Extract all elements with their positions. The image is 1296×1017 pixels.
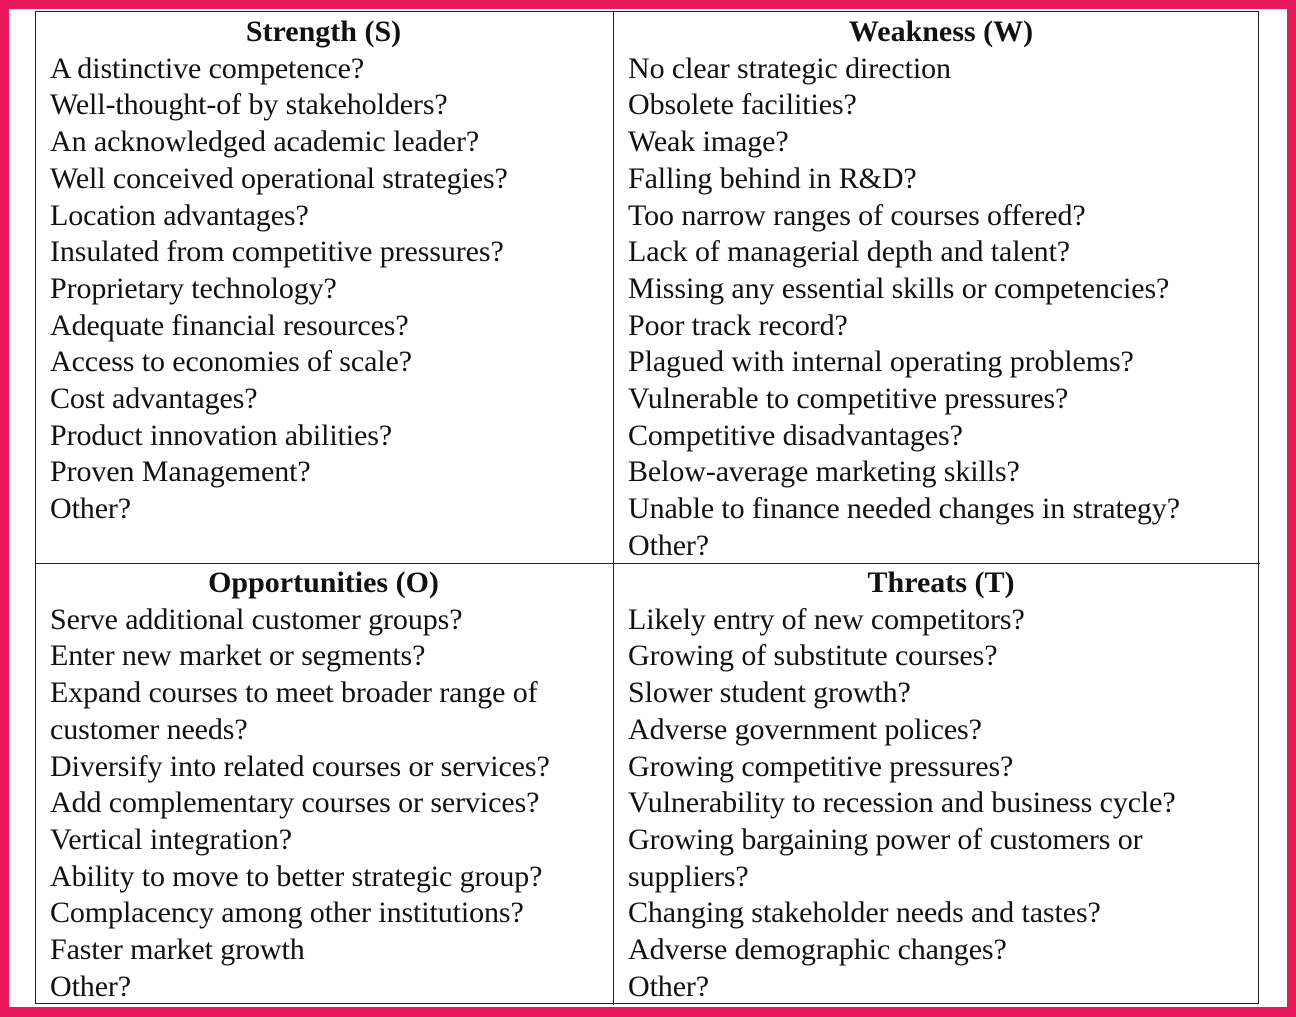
list-item: Obsolete facilities?	[628, 88, 857, 122]
list-item: Complacency among other institutions?	[50, 896, 524, 930]
threats-title: Threats (T)	[867, 566, 1015, 599]
swot-table: Strength (S) A distinctive competence? We…	[35, 11, 1260, 1005]
list-item: Serve additional customer groups?	[50, 602, 463, 636]
list-item: customer needs?	[50, 712, 248, 746]
strength-quadrant: Strength (S) A distinctive competence? We…	[36, 12, 614, 564]
list-item: Falling behind in R&D?	[628, 161, 917, 195]
threats-list: Likely entry of new competitors? Growing …	[628, 602, 1254, 1006]
list-item: Well conceived operational strategies?	[50, 161, 508, 195]
list-item: Missing any essential skills or competen…	[628, 271, 1170, 305]
list-item: Well-thought-of by stakeholders?	[50, 88, 448, 122]
page: Strength (S) A distinctive competence? We…	[9, 9, 1287, 1007]
strength-list: A distinctive competence? Well-thought-of…	[50, 51, 607, 528]
threats-quadrant: Threats (T) Likely entry of new competit…	[614, 564, 1260, 1005]
list-item: Growing bargaining power of customers or	[628, 822, 1143, 856]
list-item: Plagued with internal operating problems…	[628, 345, 1134, 379]
opportunities-quadrant: Opportunities (O) Serve additional custo…	[36, 564, 614, 1005]
list-item: Diversify into related courses or servic…	[50, 749, 550, 783]
list-item: Vertical integration?	[50, 822, 292, 856]
list-item: Adverse government polices?	[628, 712, 982, 746]
list-item: Ability to move to better strategic grou…	[50, 859, 543, 893]
list-item: Unable to finance needed changes in stra…	[628, 492, 1180, 526]
list-item: suppliers?	[628, 859, 749, 893]
list-item: Weak image?	[628, 125, 789, 159]
list-item: Adequate financial resources?	[50, 308, 409, 342]
list-item: Below-average marketing skills?	[628, 455, 1020, 489]
list-item: Competitive disadvantages?	[628, 418, 963, 452]
list-item: Vulnerable to competitive pressures?	[628, 382, 1069, 416]
list-item: Other?	[628, 528, 710, 562]
opportunities-list: Serve additional customer groups? Enter n…	[50, 602, 607, 1006]
list-item: Growing competitive pressures?	[628, 749, 1014, 783]
list-item: Insulated from competitive pressures?	[50, 235, 504, 269]
list-item: Location advantages?	[50, 198, 309, 232]
weakness-quadrant: Weakness (W) No clear strategic directio…	[614, 12, 1260, 564]
list-item: Lack of managerial depth and talent?	[628, 235, 1071, 269]
list-item: Growing of substitute courses?	[628, 639, 998, 673]
list-item: Other?	[50, 969, 132, 1003]
list-item: Poor track record?	[628, 308, 848, 342]
list-item: An acknowledged academic leader?	[50, 125, 480, 159]
list-item: Vulnerability to recession and business …	[628, 786, 1176, 820]
list-item: Too narrow ranges of courses offered?	[628, 198, 1086, 232]
strength-title: Strength (S)	[245, 15, 402, 48]
list-item: Product innovation abilities?	[50, 418, 393, 452]
list-item: Expand courses to meet broader range of	[50, 676, 538, 710]
list-item: No clear strategic direction	[628, 51, 951, 85]
list-item: Faster market growth	[50, 933, 305, 967]
weakness-title: Weakness (W)	[848, 15, 1034, 48]
list-item: Add complementary courses or services?	[50, 786, 540, 820]
list-item: Changing stakeholder needs and tastes?	[628, 896, 1101, 930]
list-item: A distinctive competence?	[50, 51, 365, 85]
opportunities-title: Opportunities (O)	[208, 566, 439, 599]
list-item: Other?	[50, 492, 132, 526]
list-item: Slower student growth?	[628, 676, 911, 710]
list-item: Other?	[628, 969, 710, 1003]
weakness-list: No clear strategic direction Obsolete fac…	[628, 51, 1254, 565]
list-item: Proprietary technology?	[50, 271, 337, 305]
list-item: Cost advantages?	[50, 382, 258, 416]
list-item: Proven Management?	[50, 455, 311, 489]
list-item: Likely entry of new competitors?	[628, 602, 1025, 636]
list-item: Enter new market or segments?	[50, 639, 426, 673]
list-item: Adverse demographic changes?	[628, 933, 1007, 967]
list-item: Access to economies of scale?	[50, 345, 412, 379]
